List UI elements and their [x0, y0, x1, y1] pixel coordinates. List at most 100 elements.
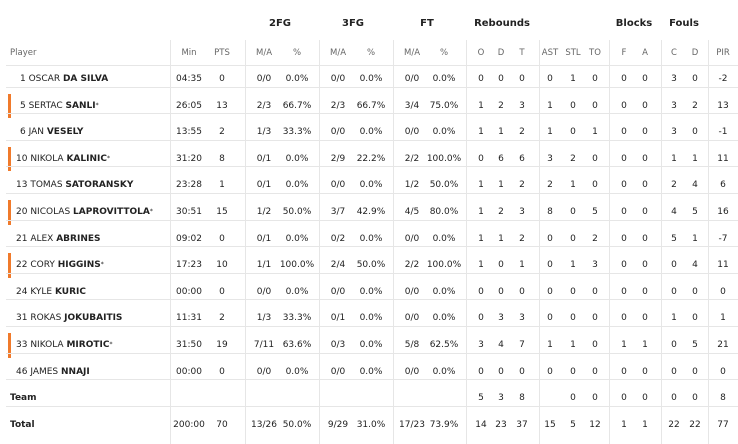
stat-cell: 0 [642, 366, 648, 377]
stat-cell: 0/0 [404, 127, 420, 138]
stat-cell: 2/2 [404, 153, 420, 164]
stat-cell: 0/1 [256, 180, 272, 191]
stat-cell: 15 [216, 207, 228, 217]
stat-cell: 0/0 [404, 286, 420, 297]
stat-cell: 0/0 [330, 286, 346, 297]
team-row-label: Team [10, 393, 37, 404]
stat-cell: 0 [570, 100, 576, 111]
stat-cell: 5/8 [404, 340, 420, 350]
stat-cell: 2/2 [404, 260, 420, 271]
row-divider [6, 405, 738, 407]
group-header: 3FG [342, 18, 364, 29]
player-number: 20 [16, 207, 31, 217]
stat-cell: 0 [621, 74, 627, 84]
stat-cell: 0.0% [432, 74, 456, 84]
stat-cell: 0 [478, 153, 484, 164]
starter-indicator [8, 200, 11, 225]
column-separator [319, 40, 320, 444]
stat-cell: 50.0% [356, 260, 386, 271]
stat-cell: 0 [570, 207, 576, 217]
stat-cell: 2 [519, 180, 525, 191]
column-header: % [292, 48, 302, 58]
stat-cell: 22 [668, 419, 680, 430]
stat-cell: 0 [671, 340, 677, 350]
stat-cell: 11 [717, 260, 729, 271]
stat-cell: 2/4 [330, 260, 346, 271]
stat-cell: 1 [692, 153, 698, 164]
player-name[interactable]: 21 ALEX ABRINES [16, 233, 101, 245]
stat-cell: 0.0% [285, 180, 309, 191]
group-header: Fouls [669, 18, 699, 29]
stat-cell: 7/11 [253, 340, 275, 350]
stat-cell: 14 [475, 419, 487, 430]
player-name[interactable]: 5 SERTAC SANLI* [20, 100, 99, 112]
player-first-name: TOMAS [30, 180, 66, 191]
row-divider [6, 219, 738, 221]
stat-cell: 0 [547, 260, 553, 271]
stat-cell: 13 [717, 100, 729, 111]
player-name[interactable]: 24 KYLE KURIC [16, 286, 86, 298]
player-name[interactable]: 13 TOMAS SATORANSKY [16, 179, 133, 191]
stat-cell: 0/0 [256, 366, 272, 377]
stat-cell: 0 [219, 286, 225, 297]
stat-cell: 22 [689, 419, 701, 430]
column-header: AST [541, 48, 559, 58]
stat-cell: 0 [592, 100, 598, 111]
column-header: % [366, 48, 376, 58]
stat-cell: 1 [478, 260, 484, 271]
starter-indicator [8, 93, 11, 119]
stat-cell: 0/0 [330, 127, 346, 138]
stat-cell: 22.2% [356, 153, 386, 164]
row-divider [6, 86, 738, 88]
stat-cell: 200:00 [173, 419, 205, 430]
stat-cell: 17/23 [399, 419, 425, 430]
stat-cell: 100.0% [279, 260, 315, 271]
stat-cell: 1 [621, 419, 627, 430]
stat-cell: 0 [720, 366, 726, 377]
stat-cell: 0.0% [432, 286, 456, 297]
stat-cell: 1 [478, 100, 484, 111]
stat-cell: 0 [478, 313, 484, 324]
player-name[interactable]: 31 ROKAS JOKUBAITIS [16, 312, 122, 324]
stat-cell: 8 [519, 393, 525, 404]
stat-cell: 0 [592, 366, 598, 377]
stat-cell: 0 [498, 74, 504, 84]
stat-cell: 1 [570, 180, 576, 191]
stat-cell: 1/2 [256, 207, 272, 217]
player-first-name: ROKAS [30, 313, 65, 324]
stat-cell: 0 [519, 74, 525, 84]
stat-cell: 0 [570, 366, 576, 377]
stat-cell: 0.0% [285, 233, 309, 244]
player-name[interactable]: 46 JAMES NNAJI [16, 366, 90, 378]
stat-cell: 1 [498, 127, 504, 138]
stat-cell: 0/1 [256, 233, 272, 244]
stat-cell: 6 [519, 153, 525, 164]
stat-cell: 31.0% [356, 419, 386, 430]
row-divider [6, 272, 738, 274]
stat-cell: 1/1 [256, 260, 272, 271]
player-number: 10 [16, 153, 31, 164]
stat-cell: 0 [570, 233, 576, 244]
stat-cell: 50.0% [429, 180, 459, 191]
player-number: 13 [16, 180, 31, 191]
player-number: 24 [16, 286, 31, 297]
stat-cell: 33.3% [282, 313, 312, 324]
stat-cell: 0 [219, 366, 225, 377]
stat-cell: 2 [498, 100, 504, 111]
stat-cell: 0.0% [359, 233, 383, 244]
player-name[interactable]: 10 NIKOLA KALINIC* [16, 153, 110, 165]
player-name[interactable]: 20 NICOLAS LAPROVITTOLA* [16, 206, 153, 218]
player-name[interactable]: 33 NIKOLA MIROTIC* [16, 339, 112, 351]
stat-cell: 0.0% [359, 180, 383, 191]
stat-cell: 6 [498, 153, 504, 164]
player-name[interactable]: 1 OSCAR DA SILVA [20, 73, 108, 85]
stat-cell: 0 [478, 366, 484, 377]
row-divider [6, 326, 738, 327]
starter-mark: * [95, 101, 99, 109]
stat-cell: 15 [544, 419, 556, 430]
player-name[interactable]: 6 JAN VESELY [20, 126, 83, 138]
stat-cell: 16 [717, 207, 729, 217]
stat-cell: 0 [547, 313, 553, 324]
column-separator [539, 40, 540, 444]
player-name[interactable]: 22 CORY HIGGINS* [16, 259, 104, 271]
